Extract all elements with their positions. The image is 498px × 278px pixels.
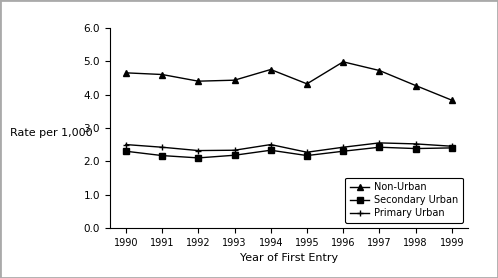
Secondary Urban	[376, 146, 382, 149]
Line: Non-Urban: Non-Urban	[123, 59, 455, 103]
Non-Urban	[159, 73, 165, 76]
Secondary Urban	[449, 146, 455, 150]
Non-Urban	[340, 60, 346, 63]
Line: Primary Urban: Primary Urban	[123, 140, 455, 156]
Non-Urban	[123, 71, 129, 75]
Primary Urban	[232, 148, 238, 152]
Non-Urban	[376, 69, 382, 72]
Secondary Urban	[304, 154, 310, 157]
Secondary Urban	[123, 150, 129, 153]
Primary Urban	[376, 141, 382, 145]
Secondary Urban	[268, 148, 274, 152]
Non-Urban	[232, 78, 238, 82]
Secondary Urban	[195, 156, 201, 160]
Legend: Non-Urban, Secondary Urban, Primary Urban: Non-Urban, Secondary Urban, Primary Urba…	[345, 178, 463, 223]
Secondary Urban	[232, 153, 238, 157]
X-axis label: Year of First Entry: Year of First Entry	[240, 253, 338, 263]
Non-Urban	[413, 84, 419, 87]
Non-Urban	[449, 98, 455, 102]
Secondary Urban	[413, 147, 419, 150]
Primary Urban	[195, 149, 201, 152]
Non-Urban	[304, 82, 310, 86]
Secondary Urban	[159, 154, 165, 157]
Non-Urban	[195, 80, 201, 83]
Non-Urban	[268, 68, 274, 71]
Primary Urban	[268, 143, 274, 146]
Primary Urban	[159, 146, 165, 149]
Text: Rate per 1,000: Rate per 1,000	[10, 128, 93, 138]
Primary Urban	[449, 145, 455, 148]
Primary Urban	[340, 146, 346, 149]
Secondary Urban	[340, 150, 346, 153]
Line: Secondary Urban: Secondary Urban	[123, 145, 455, 161]
Primary Urban	[304, 151, 310, 154]
Primary Urban	[413, 142, 419, 146]
Primary Urban	[123, 143, 129, 146]
